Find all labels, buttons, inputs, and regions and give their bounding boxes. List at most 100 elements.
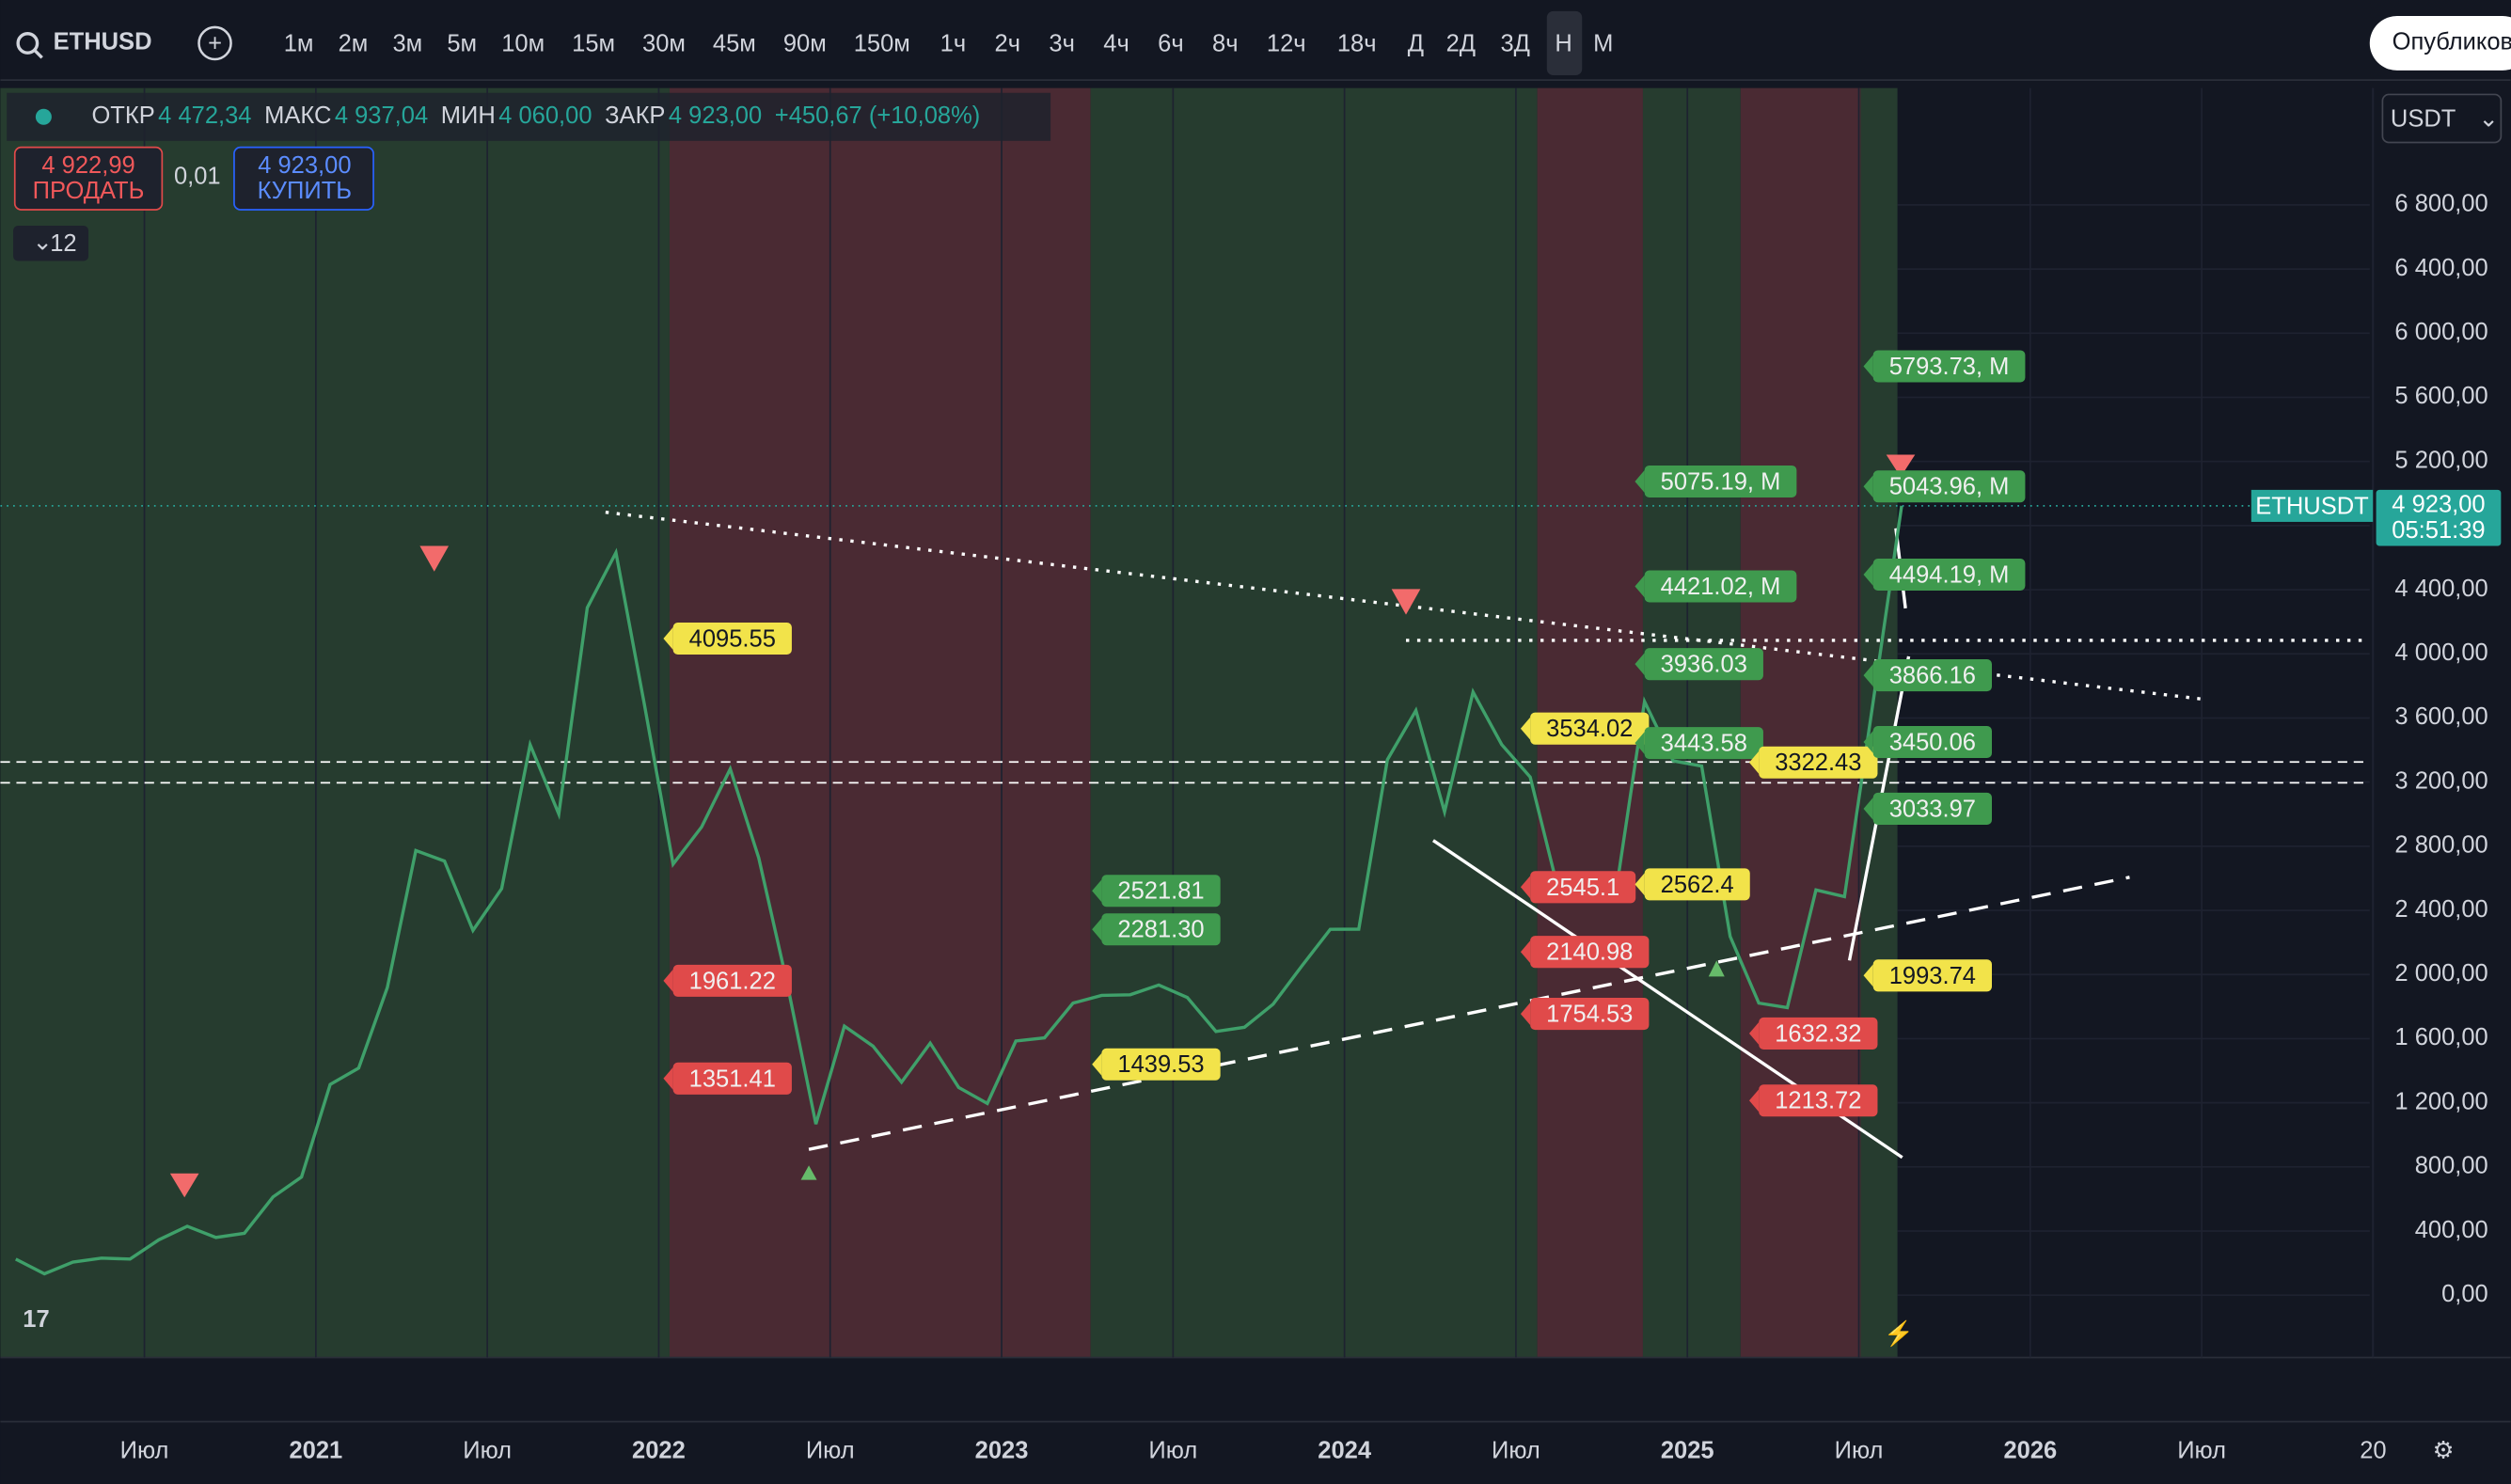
buy-label[interactable]: КУПИТЬ — [258, 178, 352, 204]
price-note: 3866.16 — [1863, 659, 1993, 692]
note-tip — [1520, 717, 1531, 740]
symbol[interactable]: ETHUSD — [54, 29, 152, 55]
last-symbol-bg — [2250, 489, 2374, 522]
price-note: 1632.32 — [1748, 1017, 1878, 1050]
currency[interactable]: USDT — [2391, 105, 2456, 132]
note-label: 4095.55 — [689, 625, 776, 652]
note-bg — [1644, 465, 1797, 497]
y-tick-label: 1 200,00 — [2394, 1088, 2487, 1114]
note-bg — [1530, 871, 1636, 904]
buy-button[interactable] — [233, 146, 374, 211]
currency-select[interactable] — [2381, 93, 2503, 144]
interval[interactable]: 6ч — [1158, 30, 1183, 56]
note-tip — [1635, 470, 1645, 493]
sell-label[interactable]: ПРОДАТЬ — [33, 178, 145, 204]
interval[interactable]: Д — [1408, 30, 1424, 56]
grid — [143, 87, 2375, 1358]
interval[interactable]: 8ч — [1212, 30, 1238, 56]
publish-label[interactable]: Опубликовать — [2393, 29, 2511, 55]
interval[interactable]: 3Д — [1500, 30, 1529, 56]
y-tick-label: 6 800,00 — [2394, 191, 2487, 217]
x-tick-label: 2025 — [1661, 1438, 1714, 1464]
interval[interactable]: 1ч — [940, 30, 966, 56]
interval[interactable]: 90м — [783, 30, 827, 56]
x-tick-label: 2021 — [289, 1438, 342, 1464]
search-icon[interactable] — [16, 32, 39, 55]
publish-button[interactable] — [2369, 16, 2511, 71]
y-tick-label: 4 000,00 — [2394, 639, 2487, 666]
x-tick-label: 2024 — [1318, 1438, 1372, 1464]
x-tick-label: 2026 — [2003, 1438, 2057, 1464]
note-bg — [672, 964, 792, 997]
note-label: 3866.16 — [1889, 663, 1976, 689]
ohlc-low: 4 060,00 — [498, 103, 592, 129]
interval-active[interactable] — [1546, 10, 1583, 76]
y-tick-label: 800,00 — [2415, 1153, 2488, 1179]
last-price-bg — [2376, 489, 2502, 546]
price-note: 2140.98 — [1520, 936, 1650, 969]
interval[interactable]: 3м — [392, 30, 422, 56]
price-note: 3443.58 — [1635, 727, 1763, 760]
note-label: 2521.81 — [1117, 878, 1204, 905]
interval[interactable]: 10м — [501, 30, 545, 56]
x-tick-label: 2022 — [632, 1438, 686, 1464]
note-bg — [1644, 727, 1763, 760]
interval[interactable]: 12ч — [1267, 30, 1306, 56]
ohlc-close: 4 923,00 — [669, 103, 762, 129]
interval[interactable]: 4ч — [1103, 30, 1129, 56]
band-green — [1642, 87, 1741, 1358]
note-bg — [1759, 1084, 1878, 1117]
x-tick-label: 2023 — [975, 1438, 1029, 1464]
interval[interactable]: 2ч — [995, 30, 1020, 56]
note-label: 5793.73, M — [1889, 354, 2010, 380]
price-note: 1961.22 — [663, 964, 792, 997]
interval[interactable]: 2м — [339, 30, 369, 56]
interval[interactable]: 5м — [447, 30, 477, 56]
x-tick-label: Июл — [2177, 1438, 2226, 1464]
interval[interactable]: Н — [1555, 30, 1571, 56]
spread: 0,01 — [174, 164, 221, 190]
price-note: 3534.02 — [1520, 712, 1650, 745]
interval[interactable]: 150м — [854, 30, 910, 56]
x-tick-label: Июл — [463, 1438, 512, 1464]
y-tick-label: 6 400,00 — [2394, 255, 2487, 281]
price-note: 1439.53 — [1092, 1048, 1221, 1081]
note-label: 3033.97 — [1889, 796, 1976, 822]
interval[interactable]: 15м — [572, 30, 615, 56]
sell-button[interactable] — [13, 146, 164, 211]
price-note: 3322.43 — [1748, 746, 1878, 779]
add-symbol[interactable] — [197, 25, 232, 61]
chevron: ⌄ — [2479, 105, 2499, 132]
x-tick-label: Июл — [806, 1438, 855, 1464]
band-red — [1740, 87, 1861, 1358]
indicators-toggle[interactable] — [13, 226, 89, 261]
interval[interactable]: 3ч — [1049, 30, 1074, 56]
note-tip — [1635, 653, 1645, 676]
legend-bg — [7, 92, 1051, 141]
note-tip — [1635, 873, 1645, 896]
toolbar — [0, 0, 2511, 81]
buy-price[interactable]: 4 923,00 — [258, 152, 351, 179]
indicators-count[interactable]: 12 — [50, 230, 76, 257]
sell-price[interactable]: 4 922,99 — [41, 152, 134, 179]
note-label: 1961.22 — [689, 968, 776, 994]
y-tick-label: 2 400,00 — [2394, 896, 2487, 923]
interval[interactable]: 18ч — [1337, 30, 1377, 56]
y-tick-label: 3 200,00 — [2394, 767, 2487, 794]
note-label: 5075.19, M — [1661, 468, 1781, 495]
x-tick-label: Июл — [1835, 1438, 1884, 1464]
flash-icon[interactable]: ⚡ — [1884, 1318, 1914, 1348]
interval[interactable]: 30м — [642, 30, 686, 56]
interval[interactable]: 2Д — [1446, 30, 1476, 56]
note-tip — [1092, 879, 1102, 903]
note-bg — [1872, 470, 2026, 503]
note-label: 3534.02 — [1546, 716, 1633, 742]
search-icon — [32, 48, 43, 59]
settings-icon[interactable]: ⚙ — [2433, 1438, 2455, 1464]
ohlc-open: 4 472,34 — [158, 103, 251, 129]
interval[interactable]: 1м — [284, 30, 314, 56]
interval[interactable]: М — [1593, 30, 1613, 56]
interval[interactable]: 45м — [713, 30, 756, 56]
price-note: 5793.73, M — [1863, 350, 2026, 383]
